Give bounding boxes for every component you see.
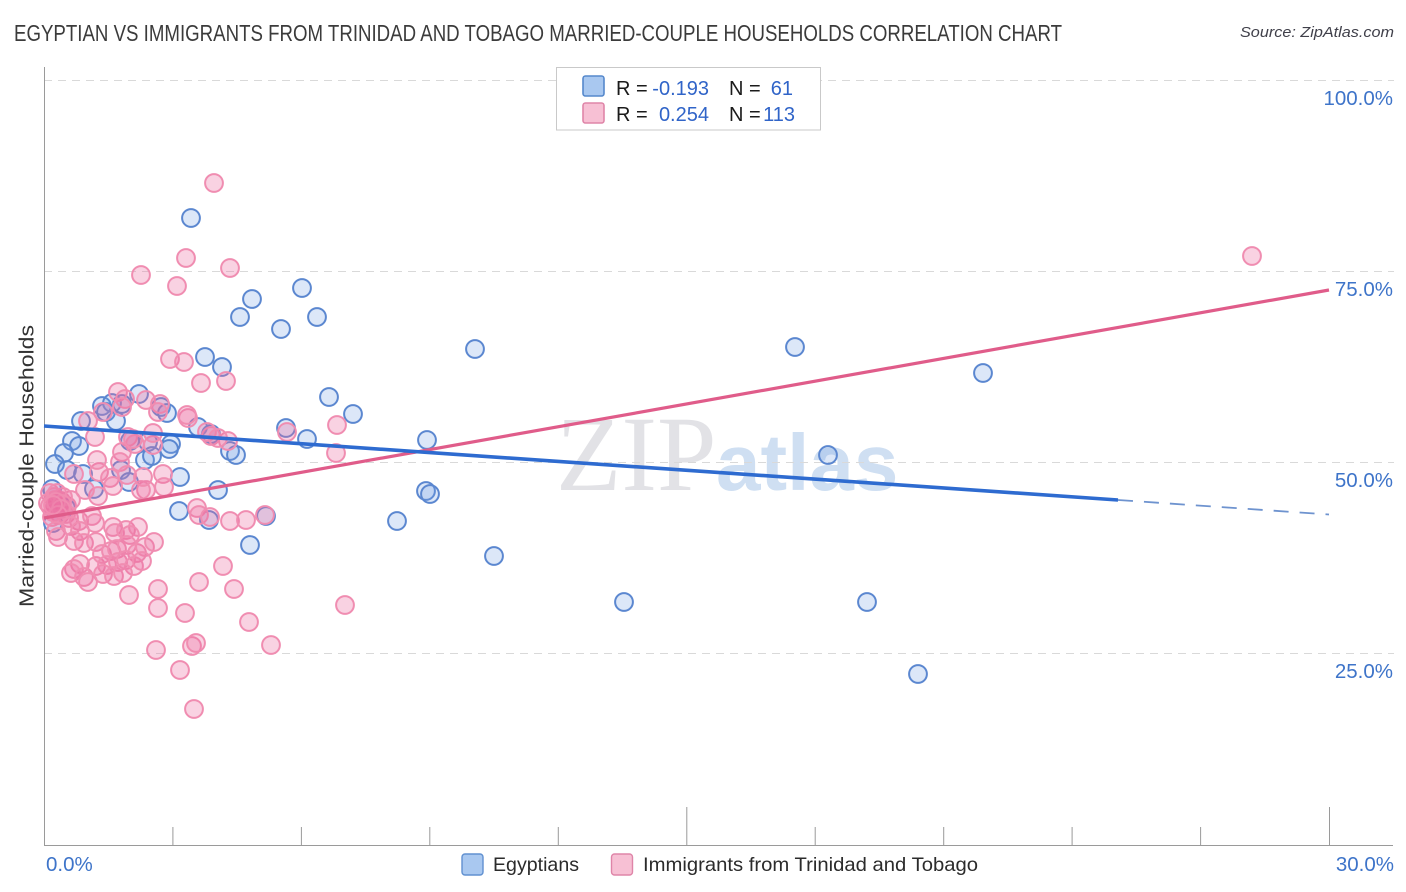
svg-text:Married-couple Households: Married-couple Households (16, 325, 39, 607)
svg-text:R =: R = (616, 104, 648, 126)
svg-text:R =: R = (616, 78, 648, 100)
svg-text:50.0%: 50.0% (1335, 469, 1393, 492)
svg-text:0.254: 0.254 (659, 104, 709, 126)
svg-text:61: 61 (771, 78, 793, 100)
svg-text:113: 113 (763, 104, 795, 126)
svg-text:100.0%: 100.0% (1323, 87, 1393, 110)
svg-text:-0.193: -0.193 (652, 78, 709, 100)
svg-text:Egyptians: Egyptians (493, 854, 579, 876)
svg-text:N =: N = (729, 78, 761, 100)
svg-text:25.0%: 25.0% (1335, 660, 1393, 683)
svg-text:N =: N = (729, 104, 761, 126)
svg-text:0.0%: 0.0% (46, 853, 93, 876)
svg-text:30.0%: 30.0% (1336, 853, 1394, 876)
svg-text:Immigrants from Trinidad and T: Immigrants from Trinidad and Tobago (643, 854, 978, 876)
svg-text:75.0%: 75.0% (1335, 278, 1393, 301)
svg-text:ZIP: ZIP (556, 396, 717, 514)
svg-text:EGYPTIAN VS IMMIGRANTS FROM TR: EGYPTIAN VS IMMIGRANTS FROM TRINIDAD AND… (14, 20, 1062, 46)
svg-text:Source: ZipAtlas.com: Source: ZipAtlas.com (1240, 25, 1394, 41)
